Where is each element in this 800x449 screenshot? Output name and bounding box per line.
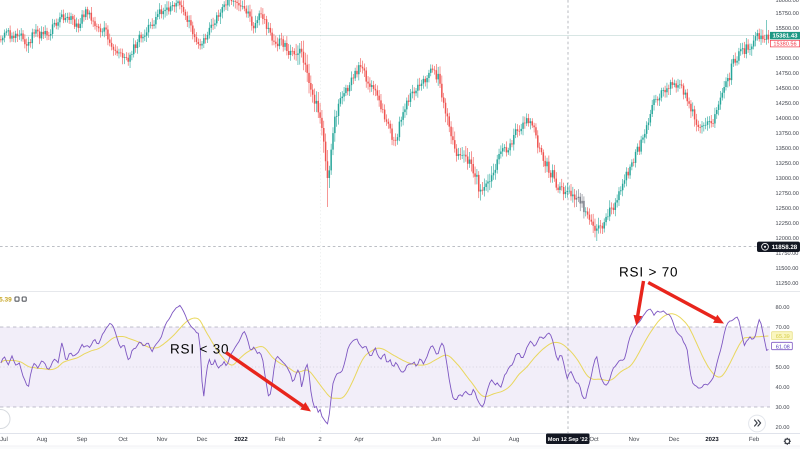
- svg-text:15750.00: 15750.00: [776, 11, 799, 17]
- svg-text:80.00: 80.00: [776, 305, 790, 311]
- svg-text:14500.00: 14500.00: [776, 86, 799, 92]
- svg-text:Nov: Nov: [629, 436, 640, 443]
- svg-text:Aug: Aug: [37, 436, 48, 443]
- svg-text:Apr: Apr: [354, 436, 363, 443]
- svg-text:Dec: Dec: [669, 436, 680, 443]
- svg-text:Jul: Jul: [472, 436, 480, 443]
- svg-text:Mon 12 Sep ’22: Mon 12 Sep ’22: [548, 437, 588, 443]
- svg-text:11250.00: 11250.00: [776, 281, 799, 287]
- svg-text:RSI < 30: RSI < 30: [170, 342, 229, 357]
- svg-text:40.00: 40.00: [776, 385, 790, 391]
- svg-text:50.00: 50.00: [776, 365, 790, 371]
- svg-text:13500.00: 13500.00: [776, 146, 799, 152]
- svg-text:14250.00: 14250.00: [776, 101, 799, 107]
- svg-text:Jun: Jun: [431, 436, 441, 443]
- svg-text:Oct: Oct: [118, 436, 128, 443]
- svg-text:2022: 2022: [234, 436, 248, 443]
- svg-text:65.39: 65.39: [776, 334, 790, 340]
- svg-text:14000.00: 14000.00: [776, 116, 799, 122]
- svg-text:15500.00: 15500.00: [776, 26, 799, 32]
- svg-text:12500.00: 12500.00: [776, 206, 799, 212]
- svg-text:Feb: Feb: [275, 436, 286, 443]
- svg-text:Sep: Sep: [77, 436, 88, 443]
- svg-text:11858.28: 11858.28: [772, 244, 798, 251]
- svg-text:61.08: 61.08: [776, 344, 790, 350]
- svg-text:Nov: Nov: [157, 436, 168, 443]
- svg-text:12000.00: 12000.00: [776, 236, 799, 242]
- svg-text:13250.00: 13250.00: [776, 161, 799, 167]
- svg-text:12250.00: 12250.00: [776, 221, 799, 227]
- svg-text:RSI > 70: RSI > 70: [619, 265, 678, 280]
- svg-text:Feb: Feb: [749, 436, 760, 443]
- svg-text:2023: 2023: [705, 436, 719, 443]
- svg-text:70.00: 70.00: [776, 325, 790, 331]
- svg-text:30.00: 30.00: [776, 405, 790, 411]
- svg-text:11500.00: 11500.00: [776, 266, 799, 272]
- svg-text:2: 2: [318, 436, 322, 443]
- svg-text:65.39: 65.39: [0, 297, 12, 304]
- svg-text:13750.00: 13750.00: [776, 131, 799, 137]
- svg-text:Aug: Aug: [509, 436, 520, 443]
- svg-text:15381.43: 15381.43: [772, 33, 798, 40]
- svg-text:13000.00: 13000.00: [776, 176, 799, 182]
- svg-text:11750.00: 11750.00: [776, 251, 799, 257]
- svg-text:16000.00: 16000.00: [776, 0, 799, 4]
- svg-text:15000.00: 15000.00: [776, 56, 799, 62]
- svg-text:14750.00: 14750.00: [776, 71, 799, 77]
- svg-text:Jul: Jul: [0, 436, 8, 443]
- svg-text:12750.00: 12750.00: [776, 191, 799, 197]
- svg-text:20.00: 20.00: [776, 425, 790, 431]
- svg-text:Dec: Dec: [197, 436, 208, 443]
- svg-text:15380.56: 15380.56: [773, 41, 796, 47]
- svg-text:Oct: Oct: [589, 436, 599, 443]
